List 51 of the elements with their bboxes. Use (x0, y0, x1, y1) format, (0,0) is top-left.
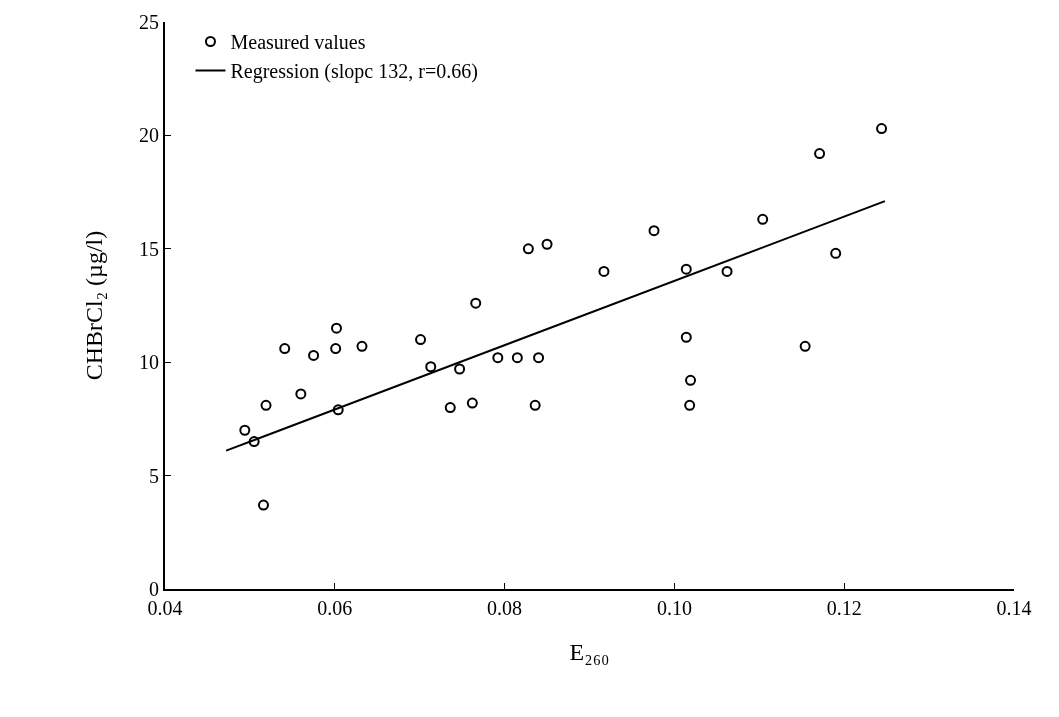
y-tick-label: 10 (139, 351, 159, 374)
point (814, 148, 826, 160)
point (680, 331, 692, 343)
legend-label: Measured values (230, 31, 366, 54)
point (425, 361, 437, 373)
point (685, 374, 697, 386)
point (522, 243, 534, 255)
point (876, 123, 888, 135)
point (466, 397, 478, 409)
y-axis-title: CHBrCl₂ (µg/l) (80, 230, 107, 381)
point (757, 213, 769, 225)
point (492, 352, 504, 364)
point (598, 265, 610, 277)
point (332, 404, 344, 416)
point (295, 388, 307, 400)
point (648, 225, 660, 237)
point (239, 424, 251, 436)
x-tick-label: 0.04 (147, 597, 183, 619)
legend-label: Regression (slopc 132, r=0.66) (230, 60, 478, 84)
point (331, 322, 342, 334)
point (511, 352, 523, 364)
point (680, 263, 692, 275)
point (257, 499, 269, 511)
x-tick-label: 0.08 (487, 597, 523, 619)
y-tick-label: 15 (139, 237, 159, 260)
y-tick-label: 5 (149, 464, 159, 487)
point (470, 297, 482, 309)
point (444, 402, 456, 414)
point (454, 363, 466, 375)
point (721, 265, 733, 277)
point (330, 343, 342, 355)
x-tick-label: 0.14 (996, 597, 1032, 619)
point (260, 399, 272, 411)
point (533, 352, 545, 364)
point (529, 399, 541, 411)
x-tick-label: 0.06 (317, 597, 353, 619)
point (799, 340, 811, 352)
x-tick-label: 0.12 (826, 597, 862, 619)
point (308, 349, 320, 361)
y-tick-label: 20 (139, 124, 159, 147)
y-tick-label: 0 (149, 578, 159, 600)
point (248, 436, 260, 448)
x-tick-label: 0.10 (656, 597, 692, 619)
point (415, 334, 427, 346)
x-axis-title: E₂₆₀ (569, 638, 610, 665)
point (356, 340, 368, 352)
point (279, 343, 291, 355)
point (684, 399, 696, 411)
y-tick-label: 25 (139, 11, 159, 33)
point (830, 247, 842, 259)
point (541, 238, 553, 250)
